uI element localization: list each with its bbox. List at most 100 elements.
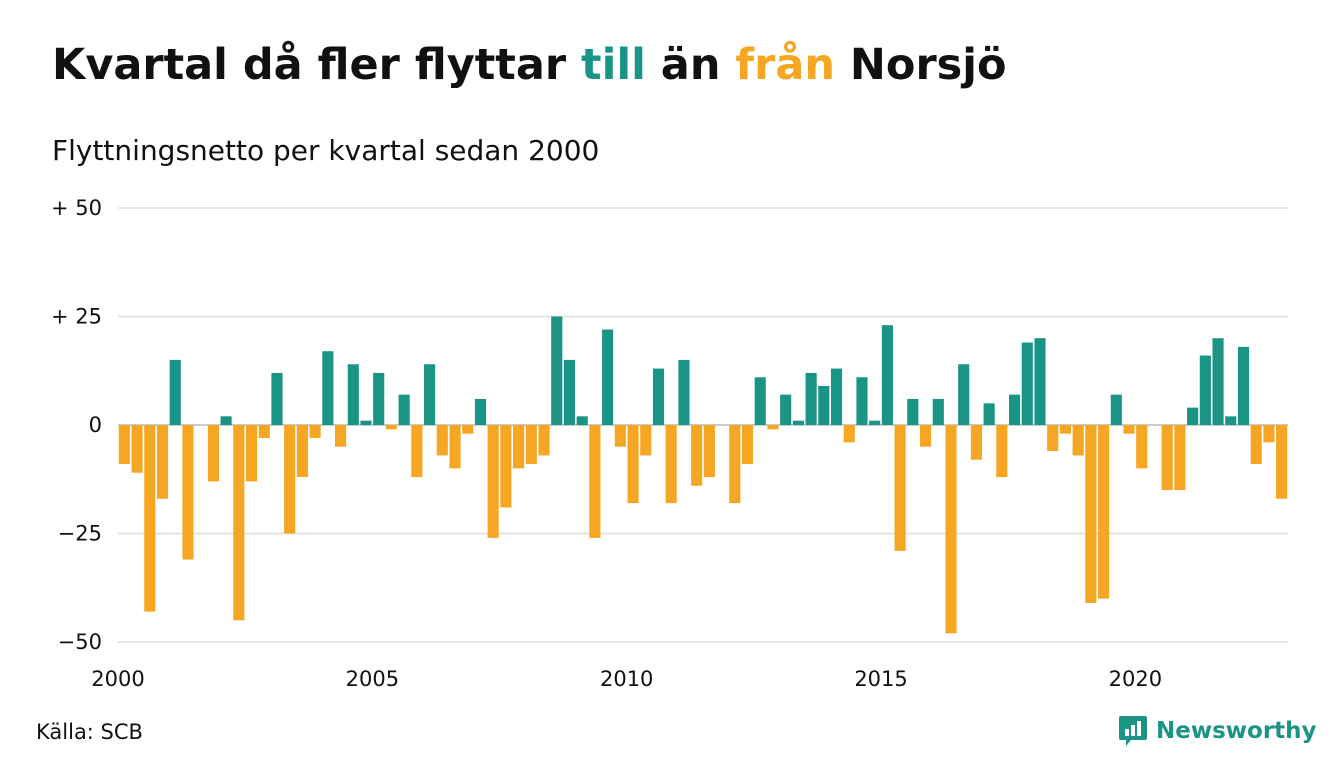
bar-2004-q4 [360, 420, 372, 425]
bar-2014-q1 [830, 368, 843, 425]
bar-2018-q3 [1059, 425, 1072, 434]
source-note: Källa: SCB [36, 720, 143, 744]
bar-2011-q3 [703, 425, 715, 478]
newsworthy-logo-text: Newsworthy [1156, 718, 1317, 744]
bar-2019-q1 [1085, 425, 1097, 603]
bar-2017-q1 [983, 403, 995, 425]
bar-2016-q1 [932, 398, 944, 425]
bar-2000-q1 [118, 425, 130, 465]
bar-2007-q4 [513, 425, 525, 469]
bar-2000-q2 [131, 425, 143, 473]
bar-2021-q1 [1187, 407, 1199, 425]
bar-2021-q4 [1225, 416, 1237, 425]
bar-2000-q4 [156, 425, 169, 499]
bar-2013-q4 [818, 385, 830, 425]
bar-2013-q1 [780, 394, 792, 425]
bar-2006-q4 [462, 425, 474, 434]
bar-2020-q1 [1136, 425, 1148, 469]
bar-2012-q1 [729, 425, 741, 504]
bar-2015-q3 [907, 398, 919, 425]
bar-2010-q1 [627, 425, 639, 504]
bar-2016-q2 [945, 425, 957, 634]
y-tick-label: −50 [58, 630, 102, 654]
y-tick-label: 0 [89, 413, 102, 437]
x-tick-label: 2010 [600, 667, 653, 691]
bar-2005-q4 [411, 425, 423, 478]
bar-2005-q3 [398, 394, 410, 425]
bar-2008-q4 [563, 359, 576, 425]
bar-2020-q3 [1161, 425, 1173, 491]
bar-2017-q3 [1009, 394, 1021, 425]
bar-2014-q4 [869, 420, 881, 425]
bar-2015-q1 [881, 325, 893, 425]
bar-2022-q2 [1250, 425, 1262, 465]
bar-2019-q3 [1110, 394, 1122, 425]
bar-2012-q2 [741, 425, 754, 465]
bar-2002-q1 [220, 416, 232, 425]
bar-2001-q2 [182, 425, 194, 560]
bar-2002-q4 [258, 425, 270, 439]
bar-2016-q3 [958, 364, 970, 425]
bar-2001-q1 [169, 359, 181, 425]
chart-subtitle: Flyttningsnetto per kvartal sedan 2000 [52, 134, 600, 167]
bar-2001-q4 [207, 425, 219, 482]
bar-2008-q3 [551, 316, 563, 425]
newsworthy-logo-icon [1119, 716, 1147, 746]
x-tick-label: 2015 [854, 667, 907, 691]
bar-2016-q4 [970, 425, 982, 460]
title-part-3: Norsjö [834, 40, 1007, 90]
x-tick-label: 2020 [1109, 667, 1162, 691]
bar-2017-q4 [1021, 342, 1033, 425]
bar-2014-q2 [843, 425, 855, 443]
bar-2017-q2 [996, 425, 1008, 478]
title-word-till: till [581, 40, 646, 90]
axis-label-layer: + 50 + 25 0 −25 −50 2000 2005 2010 2015 2020 [51, 196, 1162, 691]
bar-2018-q2 [1047, 425, 1059, 452]
bar-2020-q4 [1174, 425, 1186, 491]
bar-2007-q1 [474, 398, 487, 425]
bar-2010-q3 [652, 368, 665, 425]
y-tick-label: + 50 [51, 196, 102, 220]
bar-2000-q3 [144, 425, 156, 612]
newsworthy-logo[interactable]: Newsworthy [1118, 714, 1317, 748]
bar-2008-q2 [538, 425, 550, 456]
bar-2015-q2 [894, 425, 906, 551]
bar-2007-q2 [487, 425, 499, 538]
bar-2006-q2 [436, 425, 448, 456]
title-part-1: Kvartal då fler flyttar [52, 40, 582, 90]
bar-2011-q2 [691, 425, 703, 486]
bar-2002-q3 [245, 425, 258, 482]
title-word-fran: från [735, 40, 835, 90]
bar-2018-q1 [1034, 338, 1046, 425]
bar-2004-q3 [347, 364, 359, 425]
x-tick-label: 2000 [91, 667, 144, 691]
y-tick-label: −25 [58, 522, 102, 546]
bar-2008-q1 [525, 425, 537, 465]
bar-2004-q2 [335, 425, 347, 447]
bar-2003-q1 [271, 372, 283, 425]
chart-title: Kvartal då fler flyttar till än från Nor… [52, 40, 1007, 92]
bar-2021-q2 [1199, 355, 1211, 425]
bar-2009-q3 [602, 329, 614, 425]
bar-2018-q4 [1072, 425, 1084, 456]
bar-2005-q2 [385, 425, 397, 430]
bar-2019-q2 [1098, 425, 1110, 599]
bar-2022-q4 [1276, 425, 1288, 499]
bar-2019-q4 [1123, 425, 1135, 434]
bar-2007-q3 [500, 425, 512, 508]
bar-2002-q2 [233, 425, 245, 621]
bar-2011-q1 [678, 359, 690, 425]
bar-2009-q4 [614, 425, 626, 447]
bar-2015-q4 [920, 425, 932, 447]
bar-2013-q2 [792, 420, 804, 425]
bar-2010-q4 [665, 425, 677, 504]
bar-layer [118, 316, 1288, 634]
bar-2014-q3 [856, 377, 868, 425]
bar-2003-q3 [296, 425, 308, 478]
bar-2003-q2 [284, 425, 296, 534]
bar-2009-q1 [576, 416, 588, 425]
x-tick-label: 2005 [346, 667, 399, 691]
bar-2004-q1 [322, 351, 334, 425]
bar-2022-q3 [1263, 425, 1275, 443]
bar-2003-q4 [309, 425, 321, 439]
